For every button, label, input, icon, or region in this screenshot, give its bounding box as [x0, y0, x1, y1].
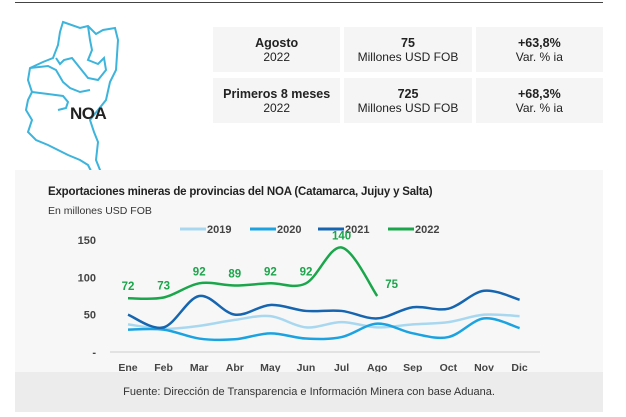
stats-row-month: Agosto 2022 75 Millones USD FOB +63,8% Var.… — [213, 27, 603, 72]
x-tick-label: Jul — [334, 362, 349, 374]
data-label: 92 — [193, 266, 206, 278]
legend-label: 2020 — [277, 224, 301, 236]
x-tick-label: Feb — [154, 362, 173, 374]
series-line-2020 — [127, 317, 520, 342]
data-label: 73 — [157, 280, 170, 292]
x-tick-label: Nov — [474, 362, 494, 374]
stats-table: Agosto 2022 75 Millones USD FOB +63,8% Var.… — [213, 27, 603, 129]
x-tick-label: Sep — [403, 362, 422, 374]
x-tick-label: Ago — [367, 362, 387, 374]
series-line-2022 — [127, 246, 379, 301]
x-tick-label: Dic — [511, 362, 528, 374]
data-label: 89 — [228, 269, 241, 281]
region-label: NOA — [70, 104, 107, 123]
series-line-2021 — [127, 289, 520, 330]
data-label: 92 — [300, 266, 313, 278]
x-tick-label: Oct — [440, 362, 458, 374]
data-label: 92 — [264, 266, 277, 278]
chart-title: Exportaciones mineras de provincias del … — [48, 186, 433, 198]
legend-label: 2019 — [207, 224, 231, 236]
data-label: 72 — [122, 281, 135, 293]
x-tick-label: Abr — [226, 362, 244, 374]
x-tick-label: May — [260, 362, 281, 374]
source-footer: Fuente: Dirección de Transparencia e Inf… — [15, 372, 603, 412]
data-label: 140 — [332, 230, 351, 242]
y-tick-label: 150 — [78, 235, 96, 247]
chart-subtitle: En millones USD FOB — [48, 205, 152, 217]
x-tick-label: Mar — [190, 362, 209, 374]
x-tick-label: Ene — [118, 362, 137, 374]
y-tick-label: 50 — [84, 310, 96, 322]
y-tick-label: 100 — [78, 272, 96, 284]
legend-label: 2021 — [345, 224, 369, 236]
x-tick-label: Jun — [297, 362, 316, 374]
stats-row-ytd: Primeros 8 meses 2022 725 Millones USD FOB… — [213, 78, 603, 123]
legend-label: 2022 — [415, 224, 439, 236]
top-divider — [15, 2, 603, 3]
noa-map-icon — [24, 20, 120, 185]
line-chart: - 50 100 150 Ene Feb Mar Abr May Jun Jul Ago Sep Oct N… — [78, 224, 540, 374]
y-tick-label: - — [92, 347, 96, 359]
series-line-2019 — [127, 313, 520, 331]
data-label: 75 — [385, 279, 398, 291]
